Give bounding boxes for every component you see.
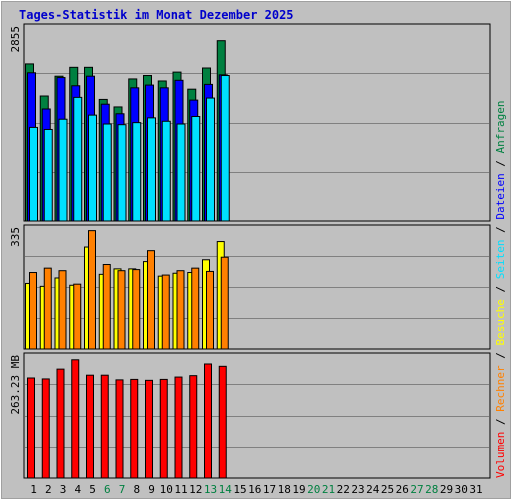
x-axis-label-day-27: 27	[410, 483, 423, 496]
bar-rechner-day-12	[191, 267, 200, 350]
x-axis-label-day-11: 11	[174, 483, 187, 496]
bar-volumen-day-6	[100, 374, 109, 479]
bar-volumen-day-5	[86, 374, 94, 479]
legend-item-anfragen: Anfragen	[494, 100, 507, 153]
bar-rechner-day-14	[220, 256, 229, 350]
x-axis-label-day-25: 25	[381, 483, 394, 496]
bar-rechner-day-5	[88, 230, 96, 350]
panel-middle-border	[23, 224, 491, 350]
x-axis-label-day-4: 4	[74, 483, 81, 496]
x-axis-label-day-12: 12	[189, 483, 202, 496]
x-axis-label-day-17: 17	[263, 483, 276, 496]
bar-rechner-day-1	[29, 272, 37, 350]
x-axis-label-day-30: 30	[455, 483, 468, 496]
bar-seiten-day-6	[102, 123, 112, 222]
bar-volumen-day-4	[71, 359, 80, 479]
panel-middle-ymax-label: 335	[9, 227, 22, 247]
bar-seiten-day-7	[117, 124, 127, 222]
bar-volumen-day-13	[204, 363, 212, 479]
legend: Volumen / Rechner / Besuche / Seiten / D…	[494, 100, 507, 478]
x-axis-label-day-3: 3	[60, 483, 67, 496]
bar-seiten-day-8	[132, 122, 142, 222]
bar-seiten-day-3	[58, 118, 68, 222]
legend-item-rechner: Rechner	[494, 365, 507, 412]
bar-seiten-day-5	[88, 114, 97, 222]
bar-volumen-day-12	[189, 375, 198, 479]
legend-separator: /	[494, 279, 507, 299]
x-axis-label-day-18: 18	[278, 483, 291, 496]
x-axis-label-day-16: 16	[248, 483, 261, 496]
x-axis-label-day-8: 8	[133, 483, 140, 496]
x-axis-label-day-20: 20	[307, 483, 320, 496]
x-axis-label-day-28: 28	[425, 483, 438, 496]
bar-rechner-day-10	[161, 274, 170, 350]
bar-seiten-day-2	[43, 128, 53, 222]
x-axis-label-day-22: 22	[337, 483, 350, 496]
x-axis-label-day-19: 19	[292, 483, 305, 496]
bar-seiten-day-10	[161, 120, 171, 222]
panel-top-border	[23, 23, 491, 222]
x-axis-label-day-14: 14	[219, 483, 233, 496]
x-axis-label-day-29: 29	[440, 483, 453, 496]
bar-volumen-day-2	[41, 378, 50, 479]
x-axis-label-day-5: 5	[89, 483, 96, 496]
bar-rechner-day-7	[117, 270, 126, 350]
legend-separator: /	[494, 412, 507, 432]
bar-rechner-day-2	[43, 267, 52, 350]
bar-seiten-day-11	[176, 123, 186, 222]
x-axis-label-day-6: 6	[104, 483, 111, 496]
bar-volumen-day-9	[145, 379, 153, 479]
legend-separator: /	[494, 220, 507, 240]
bar-rechner-day-6	[102, 264, 111, 350]
bar-volumen-day-14	[218, 365, 227, 479]
x-axis-label-day-1: 1	[30, 483, 37, 496]
bar-volumen-day-8	[130, 378, 139, 479]
x-axis-label-day-2: 2	[45, 483, 52, 496]
bar-volumen-day-7	[115, 379, 124, 479]
x-axis-label-day-24: 24	[366, 483, 380, 496]
chart-title: Tages-Statistik im Monat Dezember 2025	[19, 8, 294, 22]
x-axis-label-day-26: 26	[396, 483, 409, 496]
legend-separator: /	[494, 346, 507, 366]
x-axis-label-day-10: 10	[160, 483, 173, 496]
x-axis-label-day-13: 13	[204, 483, 217, 496]
bar-rechner-day-9	[147, 250, 155, 350]
x-axis-label-day-15: 15	[233, 483, 246, 496]
bar-volumen-day-1	[27, 377, 35, 479]
x-axis-label-day-23: 23	[351, 483, 364, 496]
bar-rechner-day-13	[206, 270, 214, 350]
panel-top-ymax-label: 2855	[9, 26, 22, 53]
legend-item-seiten: Seiten	[494, 240, 507, 280]
legend-item-besuche: Besuche	[494, 299, 507, 345]
bar-seiten-day-9	[147, 117, 156, 222]
x-axis-label-day-7: 7	[119, 483, 126, 496]
bar-rechner-day-11	[176, 270, 185, 350]
bar-volumen-day-10	[159, 378, 168, 479]
legend-item-dateien: Dateien	[494, 173, 507, 219]
bar-seiten-day-13	[206, 97, 215, 222]
legend-separator: /	[494, 153, 507, 173]
x-axis-label-day-9: 9	[148, 483, 155, 496]
bar-volumen-day-3	[56, 368, 65, 479]
bar-volumen-day-11	[174, 376, 183, 479]
bar-seiten-day-14	[220, 75, 230, 222]
bar-seiten-day-1	[29, 126, 38, 222]
bar-seiten-day-12	[191, 115, 201, 222]
bar-rechner-day-3	[58, 270, 67, 350]
panel-bottom-ymax-label: 263.23 MB	[9, 355, 22, 415]
x-axis-label-day-21: 21	[322, 483, 335, 496]
bar-seiten-day-4	[73, 96, 83, 222]
x-axis-label-day-31: 31	[469, 483, 482, 496]
legend-item-volumen: Volumen	[494, 432, 507, 478]
panel-bottom-border	[23, 352, 491, 479]
bar-rechner-day-8	[132, 269, 141, 350]
bar-rechner-day-4	[73, 283, 82, 350]
